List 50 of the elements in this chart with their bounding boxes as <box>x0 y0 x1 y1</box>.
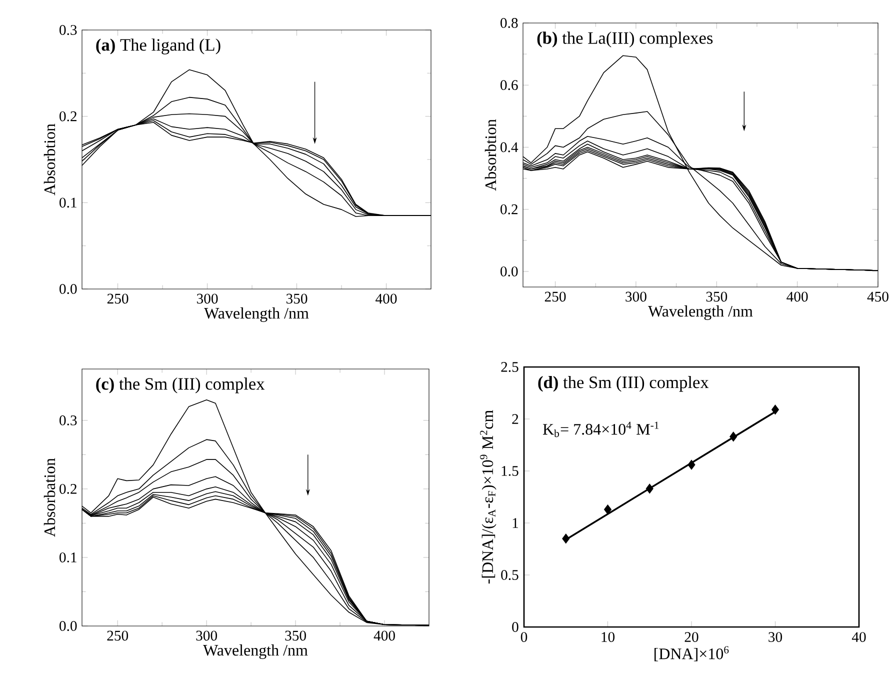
y-tick-label: 2 <box>512 414 518 424</box>
x-tick-label: 40 <box>852 632 866 642</box>
y-tick-label: 0.2 <box>60 111 76 122</box>
annotation: K$_{b}$= 7.84×10$^{4}$ M$^{-1}$ <box>542 422 659 438</box>
x-tick-label: 350 <box>286 294 308 304</box>
y-tick-label: 0.3 <box>60 25 77 35</box>
x-axis-title: [DNA]×10$^{6}$ <box>654 646 729 662</box>
y-tick-label: 2.5 <box>501 362 518 372</box>
x-tick-label: 400 <box>374 630 395 641</box>
y-tick-label: 0.8 <box>500 18 518 28</box>
x-tick-label: 300 <box>197 294 218 304</box>
x-tick-label: 10 <box>602 632 615 642</box>
chart-title: (b) the La(III) complexes <box>537 32 713 48</box>
chart-title: (c) the Sm (III) complex <box>96 378 265 394</box>
x-axis-title: Wavelength /nm <box>203 644 308 659</box>
x-tick-label: 350 <box>706 292 728 302</box>
x-tick-label: 300 <box>626 292 646 302</box>
y-tick-label: 0.2 <box>60 484 76 494</box>
y-tick-label: 0.3 <box>60 415 77 426</box>
y-axis-title: Absorbtion <box>484 119 496 191</box>
text: -[DNA]/(ε$_{A}$-ε$_{F}$)×10$^{9}$ M$^{2}$cm <box>480 410 496 584</box>
y-tick-label: 0.0 <box>60 621 77 631</box>
x-tick-label: 20 <box>684 632 698 642</box>
y-tick-label: 1.5 <box>502 466 518 476</box>
x-tick-label: 0 <box>520 632 528 642</box>
x-tick-label: 300 <box>196 630 218 641</box>
y-axis-title: Absorbtion <box>44 124 56 196</box>
x-tick-label: 450 <box>867 292 888 302</box>
x-tick-label: 250 <box>107 294 128 304</box>
y-tick-label: 0.4 <box>500 142 518 152</box>
chart-title: (d) the Sm (III) complex <box>538 376 709 392</box>
y-tick-label: 0.5 <box>501 570 518 580</box>
x-tick-label: 350 <box>285 630 306 641</box>
x-tick-label: 400 <box>786 292 808 302</box>
x-tick-label: 30 <box>768 632 782 642</box>
y-axis-title: Absorbation <box>44 458 56 537</box>
y-tick-label: 0 <box>512 622 518 632</box>
x-tick-label: 400 <box>376 294 397 304</box>
x-axis-title: Wavelength /nm <box>648 305 753 320</box>
chart-title: (a) The ligand (L) <box>96 38 220 54</box>
x-tick-label: 250 <box>107 630 128 641</box>
x-tick-label: 250 <box>544 292 566 302</box>
y-tick-label: 0.2 <box>500 204 518 214</box>
y-tick-label: 0.6 <box>500 80 518 90</box>
y-tick-label: 1 <box>512 518 518 528</box>
y-tick-label: 0.0 <box>500 266 518 276</box>
y-tick-label: 0.1 <box>60 198 76 208</box>
x-axis-title: Wavelength /nm <box>204 307 309 322</box>
y-tick-label: 0.1 <box>60 552 76 562</box>
y-tick-label: 0.0 <box>60 284 77 294</box>
